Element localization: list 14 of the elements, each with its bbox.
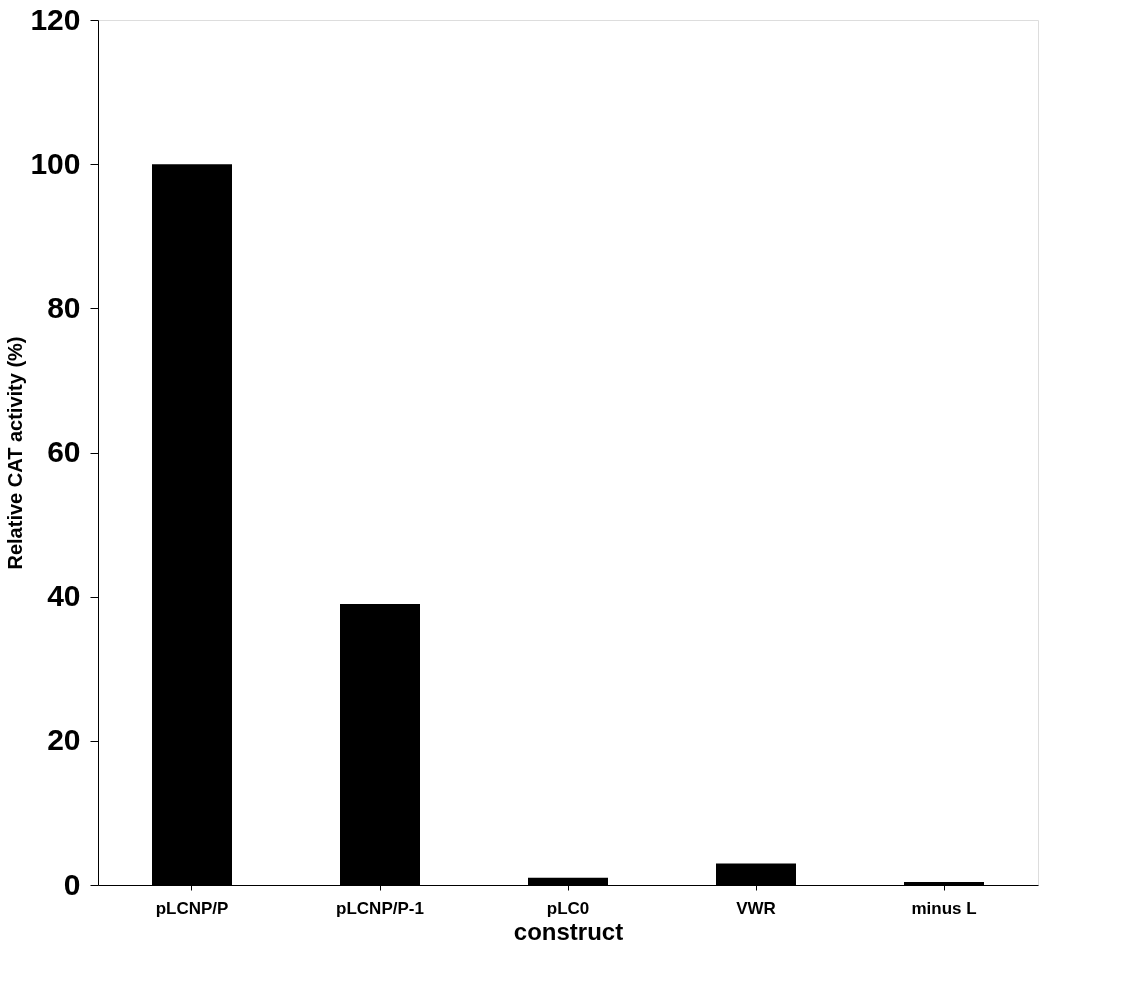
y-tick-label: 0 xyxy=(63,867,81,901)
x-tick-label: pLC0 xyxy=(546,898,590,918)
x-tick-label: pLCNP/P-1 xyxy=(336,898,424,918)
y-axis-title: Relative CAT activity (%) xyxy=(4,336,27,570)
y-tick-label: 100 xyxy=(30,146,81,180)
x-tick-label: pLCNP/P xyxy=(155,898,229,918)
y-tick-label: 40 xyxy=(47,579,81,613)
x-axis-title: construct xyxy=(513,917,624,945)
y-tick-label: 20 xyxy=(47,723,81,757)
x-tick-label: minus L xyxy=(911,898,977,918)
y-tick-label: 80 xyxy=(47,290,81,324)
y-tick-label: 60 xyxy=(47,435,81,468)
y-tick-label: 120 xyxy=(30,2,81,36)
x-tick-label: VWR xyxy=(736,898,776,918)
